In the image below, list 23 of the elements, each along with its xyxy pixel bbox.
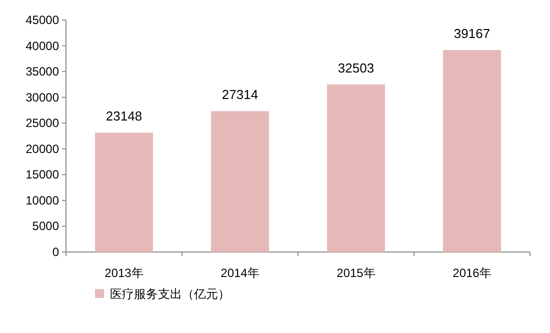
data-label: 23148 — [106, 108, 142, 124]
legend-label: 医疗服务支出（亿元） — [110, 287, 230, 301]
y-tick-label: 0 — [52, 245, 60, 259]
y-tick-label: 30000 — [26, 90, 60, 104]
y-tick-label: 35000 — [26, 64, 60, 79]
bar — [95, 132, 153, 252]
x-tick-label: 2015年 — [336, 266, 376, 280]
x-tick-label: 2013年 — [104, 266, 144, 280]
y-tick-label: 10000 — [26, 193, 60, 208]
data-label: 27314 — [222, 87, 258, 102]
x-tick-label: 2016年 — [452, 266, 492, 280]
bar — [211, 111, 269, 252]
bar — [327, 84, 385, 252]
y-tick-label: 25000 — [26, 116, 60, 130]
x-tick-label: 2014年 — [220, 266, 260, 280]
y-tick-label: 20000 — [26, 142, 60, 156]
y-tick-label: 40000 — [26, 38, 60, 53]
bar — [443, 50, 501, 252]
y-tick-label: 15000 — [26, 168, 60, 182]
y-tick-label: 5000 — [32, 219, 60, 234]
data-label: 39167 — [454, 26, 490, 42]
y-tick-label: 45000 — [26, 13, 60, 27]
data-label: 32503 — [338, 60, 374, 76]
